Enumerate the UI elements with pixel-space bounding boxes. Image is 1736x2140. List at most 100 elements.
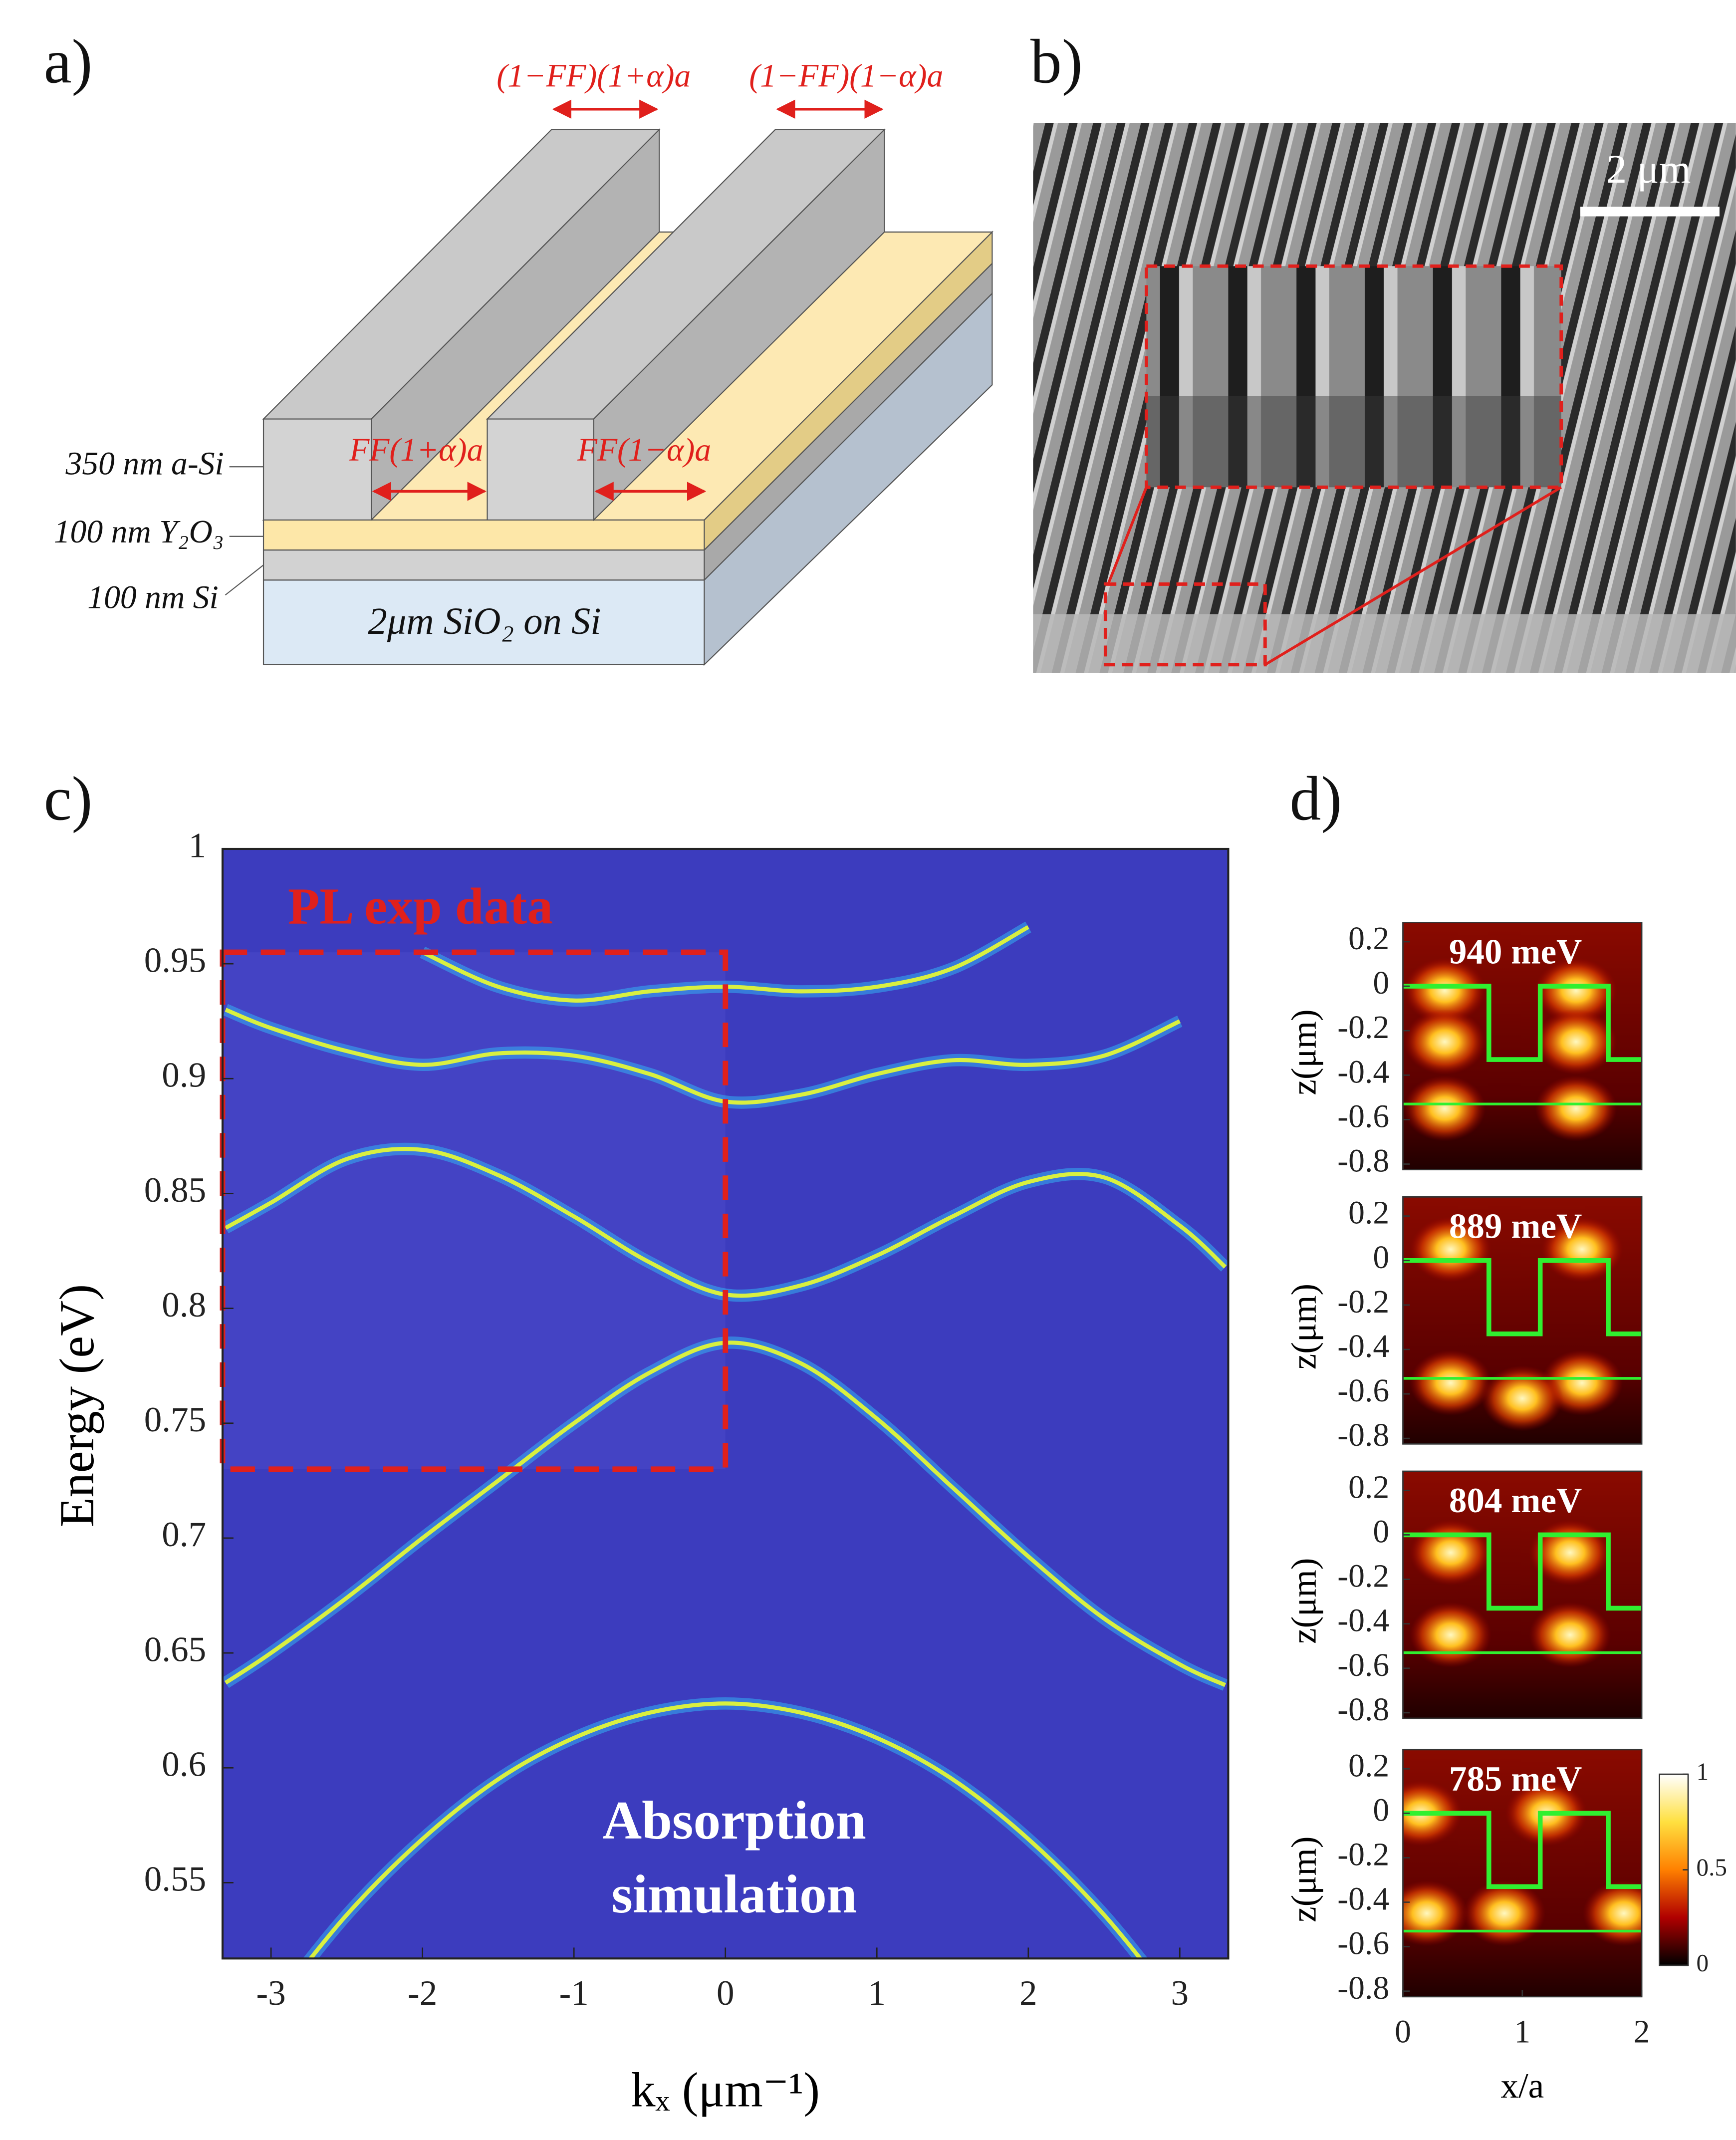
dimension-label: FF(1+α)a — [349, 432, 483, 468]
x-tick-label: -2 — [408, 1974, 437, 2013]
dimension-label: FF(1−α)a — [577, 432, 711, 468]
y-tick-label: -0.6 — [1337, 1647, 1389, 1683]
y-axis-label: Energy (eV) — [50, 1284, 104, 1527]
x-axis-label: kₓ (μm⁻¹) — [631, 2063, 820, 2117]
y-tick-label: 0.2 — [1348, 1748, 1389, 1784]
field-lobe — [1535, 958, 1617, 1024]
colorbar-tick-label: 0 — [1696, 1949, 1709, 1976]
x-tick-label: 0 — [1395, 2014, 1411, 2050]
y-tick-label: 0 — [1373, 965, 1389, 1001]
x-tick-label: 2 — [1019, 1974, 1037, 2013]
structure-outline — [1403, 1532, 1642, 1611]
field-map — [1403, 1197, 1642, 1444]
field-map — [1403, 1749, 1642, 1997]
dimension-label: (1−FF)(1−α)a — [749, 58, 943, 94]
annotation: PL exp data — [288, 878, 553, 935]
y-axis-label: z(μm) — [1284, 1284, 1323, 1369]
y-tick-label: 0.2 — [1348, 1469, 1389, 1505]
y-tick-label: -0.8 — [1337, 1143, 1389, 1179]
field-lobe — [1529, 1602, 1611, 1668]
field-lobe — [1403, 1880, 1468, 1946]
map-title: 785 meV — [1449, 1760, 1582, 1799]
y-tick-label: 0.85 — [144, 1171, 206, 1210]
field-lobe — [1404, 1009, 1486, 1075]
field-map — [1403, 922, 1642, 1170]
y-tick-label: 0 — [1373, 1792, 1389, 1828]
field-lobe — [1410, 1602, 1492, 1668]
substrate-label: 2μm SiO₂ on Si — [368, 600, 601, 642]
dimension-label: (1−FF)(1+α)a — [496, 58, 691, 94]
scale-bar-label: 2 μm — [1606, 146, 1691, 192]
schematic — [225, 128, 993, 666]
field-lobe — [1410, 1216, 1492, 1283]
y-tick-label: 0 — [1373, 1514, 1389, 1550]
y-tick-label: -0.4 — [1337, 1329, 1389, 1364]
field-map — [1403, 1471, 1642, 1718]
panel-label: b) — [1030, 27, 1083, 97]
y-tick-label: 0.75 — [144, 1400, 206, 1439]
structure-outline — [1403, 1811, 1642, 1889]
y-tick-label: -0.6 — [1337, 1373, 1389, 1409]
y-tick-label: 0.2 — [1348, 921, 1389, 957]
colorbar-tick-label: 1 — [1696, 1758, 1709, 1785]
panel-label: c) — [44, 764, 93, 833]
field-lobe — [1535, 1075, 1617, 1141]
field-lobe — [1583, 1880, 1642, 1946]
y-axis-label: z(μm) — [1284, 1558, 1323, 1644]
map-title: 940 meV — [1449, 933, 1582, 972]
y-tick-label: 0.95 — [144, 941, 206, 980]
x-tick-label: 0 — [717, 1974, 735, 2013]
y-tick-label: -0.8 — [1337, 1692, 1389, 1728]
field-lobe — [1404, 958, 1486, 1024]
map-frame — [1402, 922, 1643, 1170]
x-tick-label: 3 — [1171, 1974, 1189, 2013]
layer-label: 350 nm a-Si — [65, 446, 224, 482]
y-tick-label: -0.8 — [1337, 1417, 1389, 1453]
y-tick-label: -0.2 — [1337, 1559, 1389, 1595]
y-axis-label: z(μm) — [1284, 1009, 1323, 1095]
annotation: simulation — [611, 1864, 857, 1924]
x-tick-label: 2 — [1634, 2014, 1650, 2050]
field-maps: 940 meV 0.2 0 -0.2 -0.4 -0.6 -0.8 z(μm) 889 meV 0… — [1284, 921, 1727, 2106]
x-tick-label: 1 — [868, 1974, 886, 2013]
band — [308, 1701, 1143, 1959]
y-tick-label: 0.2 — [1348, 1195, 1389, 1231]
structure-outline — [1403, 1258, 1642, 1337]
y-tick-label: 0.6 — [162, 1745, 206, 1784]
layer-label: 100 nm Si — [87, 579, 219, 615]
band — [225, 1008, 1181, 1105]
y-tick-label: 0.65 — [144, 1630, 206, 1669]
annotation: Absorption — [602, 1790, 866, 1851]
field-lobe — [1463, 1880, 1545, 1946]
x-tick-label: -3 — [256, 1974, 286, 2013]
y-axis-label: z(μm) — [1284, 1837, 1323, 1922]
y-tick-label: 0 — [1373, 1240, 1389, 1276]
x-axis-label: x/a — [1500, 2067, 1544, 2106]
pl-region-fill — [222, 952, 726, 1469]
y-tick-label: -0.2 — [1337, 1837, 1389, 1872]
micrograph — [1033, 123, 1736, 673]
y-tick-label: -0.4 — [1337, 1054, 1389, 1090]
map-title: 804 meV — [1449, 1481, 1582, 1520]
map-frame — [1402, 1470, 1643, 1719]
y-tick-label: 0.8 — [162, 1286, 206, 1325]
layer-label: 100 nm Y₂O₃ — [54, 514, 224, 550]
field-lobe — [1541, 1216, 1623, 1283]
band-chart: -3 -2 -1 0 1 2 3 0.55 0.6 0.65 0.7 0.75 0.8 0.85 0.9 0.… — [50, 826, 1230, 2117]
field-lobe — [1404, 1075, 1486, 1141]
map-frame — [1402, 1196, 1643, 1445]
y-tick-label: -0.2 — [1337, 1284, 1389, 1320]
field-lobe — [1481, 1365, 1563, 1431]
y-tick-label: -0.4 — [1337, 1881, 1389, 1917]
y-tick-label: 0.7 — [162, 1515, 206, 1554]
y-tick-label: 1 — [189, 826, 207, 865]
field-lobe — [1410, 1350, 1492, 1416]
x-tick-label: 1 — [1514, 2014, 1530, 2050]
y-tick-label: -0.2 — [1337, 1010, 1389, 1046]
x-tick-label: -1 — [559, 1974, 589, 2013]
structure-outline — [1403, 984, 1642, 1062]
panel-label: a) — [44, 27, 93, 97]
y-tick-label: -0.8 — [1337, 1970, 1389, 2006]
field-lobe — [1535, 1009, 1617, 1075]
